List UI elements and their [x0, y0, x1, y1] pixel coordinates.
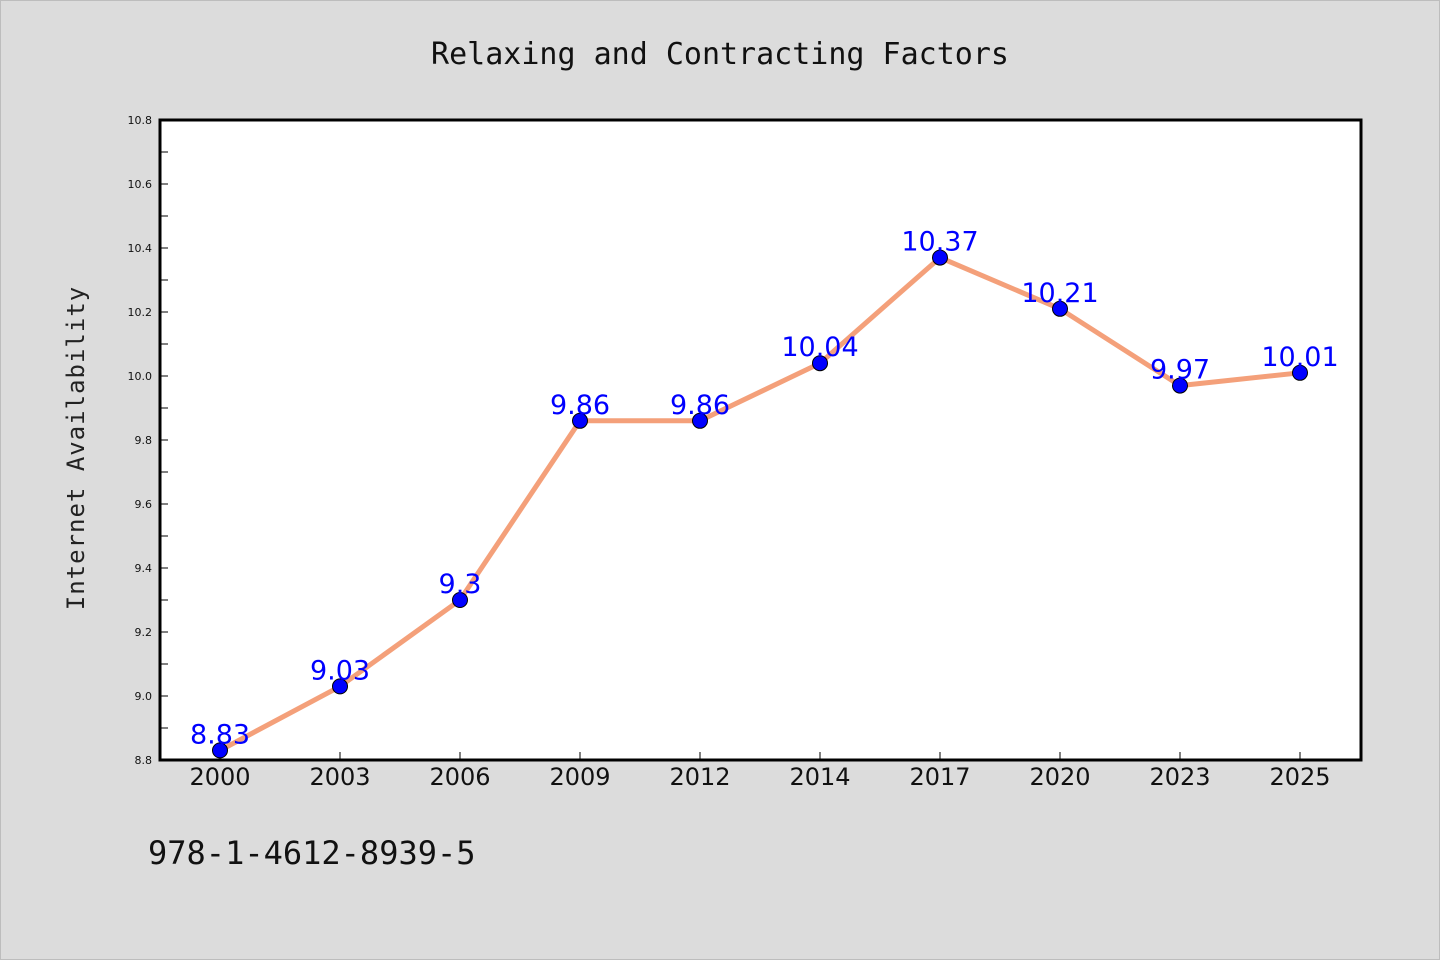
series-line-group — [217, 255, 1303, 753]
x-tick-label: 2003 — [309, 763, 370, 791]
x-tick-label: 2000 — [189, 763, 250, 791]
plot-frame — [158, 118, 1363, 762]
data-value-label: 9.97 — [1150, 355, 1210, 386]
series-line — [217, 255, 1303, 753]
data-value-label: 9.86 — [550, 390, 610, 421]
y-tick-label: 10.8 — [128, 114, 153, 127]
data-labels: 8.83 9.03 9.3 9.86 9.86 10.04 10.37 10.21 9.97 10… — [190, 227, 1339, 751]
data-point-marker — [572, 412, 588, 429]
y-tick-label: 8.8 — [135, 754, 153, 767]
x-tick-label: 2009 — [549, 763, 610, 791]
data-value-label: 10.01 — [1261, 342, 1338, 373]
isbn-text: 978-1-4612-8939-5 — [148, 834, 476, 872]
data-point-marker — [212, 742, 228, 759]
x-tick-label: 2012 — [669, 763, 730, 791]
data-value-label: 8.83 — [190, 719, 250, 750]
data-value-label: 9.3 — [439, 569, 482, 600]
data-point-marker — [692, 412, 708, 429]
data-point-marker — [932, 249, 948, 266]
data-point-marker — [1052, 300, 1068, 317]
chart-title: Relaxing and Contracting Factors — [431, 37, 1009, 72]
data-point-marker — [1292, 364, 1308, 381]
y-tick-label: 10.4 — [128, 242, 153, 255]
x-tick-label: 2017 — [909, 763, 970, 791]
plot-area — [160, 120, 1361, 760]
data-point-marker — [452, 592, 468, 608]
y-tick-label: 10.6 — [128, 178, 153, 191]
x-tick-label: 2023 — [1149, 763, 1210, 791]
y-tick-label: 10.0 — [128, 370, 153, 383]
data-value-label: 10.04 — [781, 332, 858, 363]
x-tick-label: 2020 — [1029, 763, 1090, 791]
series-markers — [212, 249, 1308, 759]
y-tick-label: 9.4 — [135, 562, 153, 575]
x-tick-label: 2025 — [1269, 763, 1330, 791]
data-value-label: 10.21 — [1021, 278, 1098, 309]
data-value-label: 9.03 — [310, 655, 370, 686]
y-tick-label: 9.0 — [135, 690, 153, 703]
data-value-label: 10.37 — [901, 227, 978, 258]
data-point-marker — [332, 678, 348, 695]
y-axis-label: Internet Availability — [62, 286, 90, 610]
data-point-marker — [812, 355, 828, 372]
data-point-marker — [1172, 377, 1188, 394]
y-tick-label: 9.2 — [135, 626, 153, 639]
x-tick-label: 2006 — [429, 763, 490, 791]
x-tick-label: 2014 — [789, 763, 850, 791]
data-value-label: 9.86 — [670, 390, 730, 421]
y-tick-label: 10.2 — [128, 306, 153, 319]
y-tick-label: 9.6 — [135, 498, 153, 511]
x-axis-ticks: 2000 2003 2006 2009 2012 2014 2017 2020 2023 2025 — [189, 752, 1331, 791]
y-tick-label: 9.8 — [135, 434, 153, 447]
